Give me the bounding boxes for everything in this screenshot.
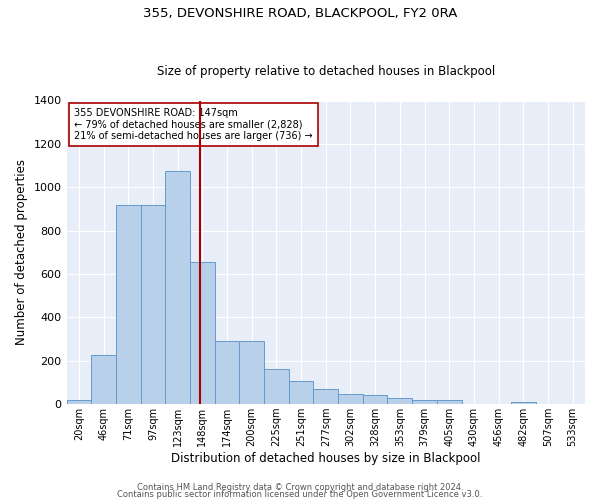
Bar	[313, 390, 338, 404]
Bar	[437, 400, 461, 404]
Bar	[239, 342, 264, 404]
Bar	[511, 402, 536, 404]
Bar	[388, 398, 412, 404]
Text: 355, DEVONSHIRE ROAD, BLACKPOOL, FY2 0RA: 355, DEVONSHIRE ROAD, BLACKPOOL, FY2 0RA	[143, 8, 457, 20]
Y-axis label: Number of detached properties: Number of detached properties	[15, 160, 28, 346]
Bar	[91, 356, 116, 404]
Bar	[165, 171, 190, 404]
Bar	[116, 204, 140, 404]
Bar	[338, 394, 363, 404]
Text: Contains HM Land Registry data © Crown copyright and database right 2024.: Contains HM Land Registry data © Crown c…	[137, 484, 463, 492]
Bar	[289, 382, 313, 404]
Bar	[215, 342, 239, 404]
Bar	[140, 204, 165, 404]
Bar	[190, 262, 215, 404]
Text: Contains public sector information licensed under the Open Government Licence v3: Contains public sector information licen…	[118, 490, 482, 499]
Bar	[67, 400, 91, 404]
Bar	[412, 400, 437, 404]
Title: Size of property relative to detached houses in Blackpool: Size of property relative to detached ho…	[157, 66, 495, 78]
Bar	[264, 370, 289, 404]
Bar	[363, 394, 388, 404]
Text: 355 DEVONSHIRE ROAD: 147sqm
← 79% of detached houses are smaller (2,828)
21% of : 355 DEVONSHIRE ROAD: 147sqm ← 79% of det…	[74, 108, 313, 142]
X-axis label: Distribution of detached houses by size in Blackpool: Distribution of detached houses by size …	[171, 452, 481, 465]
